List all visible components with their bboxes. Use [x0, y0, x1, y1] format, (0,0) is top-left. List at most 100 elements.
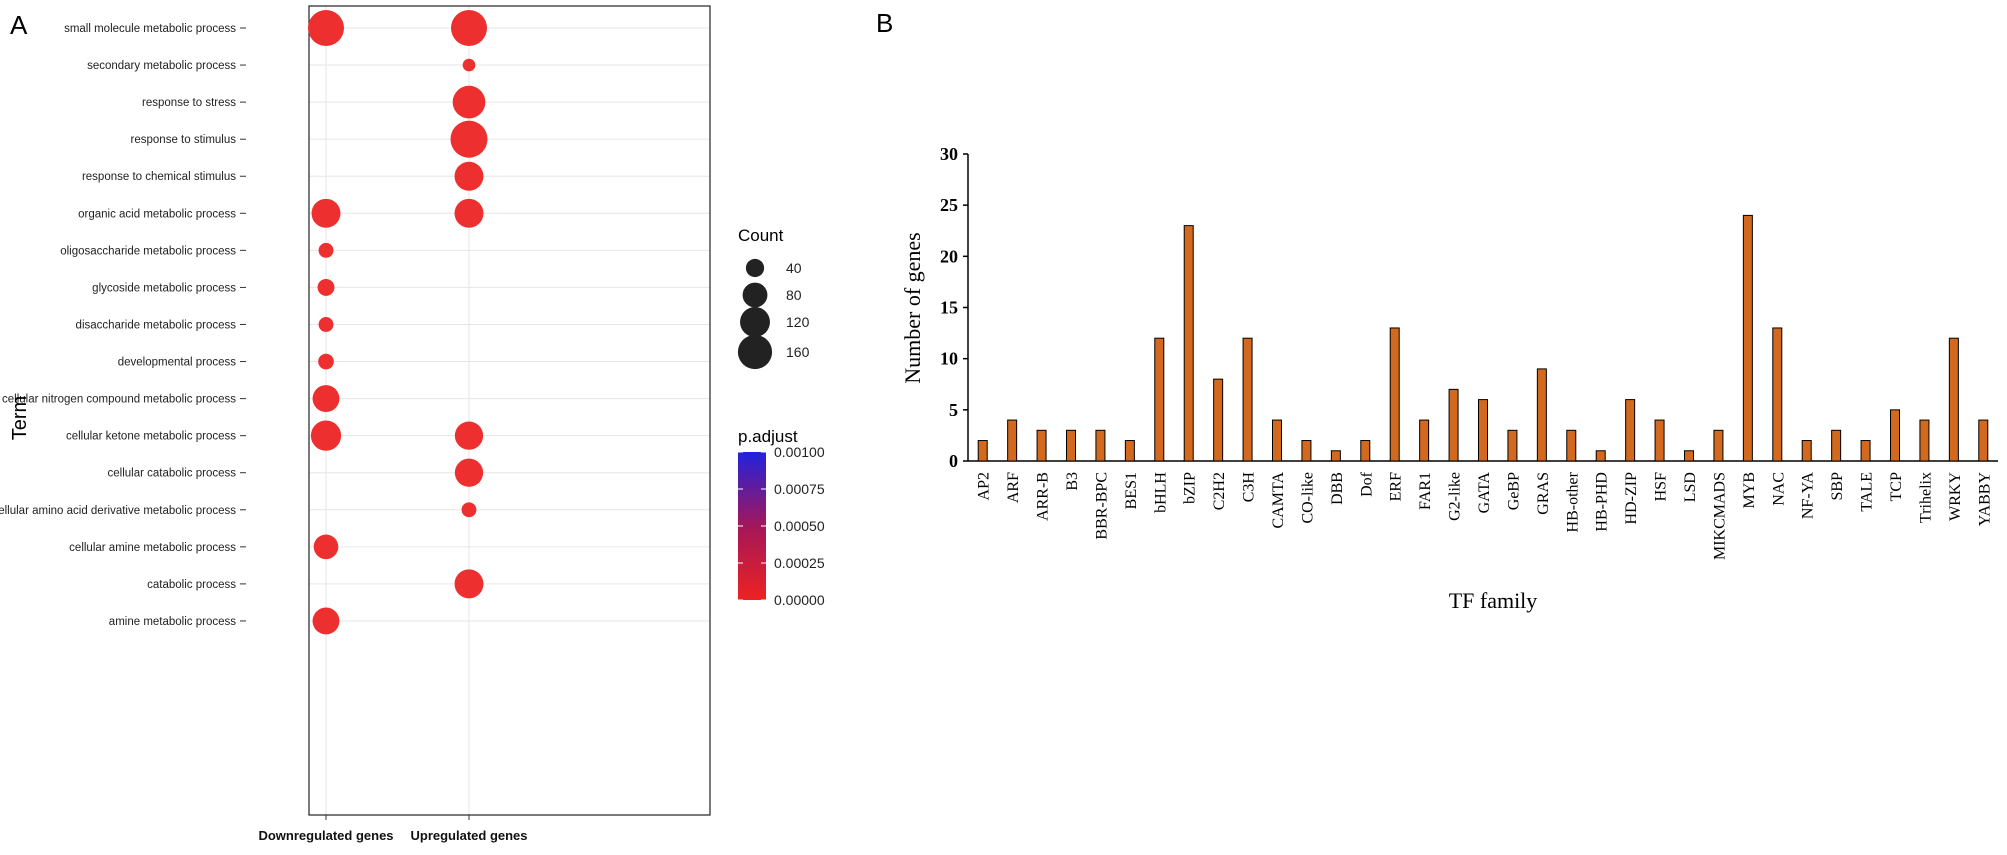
- bar-wrky: [1948, 337, 1959, 462]
- y-tick-label-30: 30: [940, 144, 958, 164]
- point-downregulated-genes-small-molecule-metabolic-process: [308, 10, 344, 46]
- x-tick-label-mikcmads: MIKCMADS: [1711, 472, 1728, 560]
- panel-b-y-axis-title: Number of genes: [900, 232, 925, 384]
- term-label-disaccharide-metabolic-process: disaccharide metabolic process: [76, 319, 237, 331]
- term-label-glycoside-metabolic-process: glycoside metabolic process: [92, 282, 236, 294]
- bar-co-like: [1301, 440, 1312, 462]
- point-upregulated-genes-organic-acid-metabolic-process: [454, 198, 484, 228]
- x-tick-label-sbp: SBP: [1829, 472, 1846, 501]
- panel-a-x-labels: Downregulated genes Upregulated genes: [258, 815, 528, 843]
- point-downregulated-genes-cellular-ketone-metabolic-process: [310, 420, 342, 451]
- bar-bzip: [1183, 225, 1194, 462]
- count-legend-label-40: 40: [786, 260, 802, 276]
- y-tick-label-25: 25: [940, 195, 958, 215]
- x-tick-label-hd-zip: HD-ZIP: [1623, 472, 1640, 525]
- point-upregulated-genes-response-to-stress: [452, 85, 486, 119]
- count-legend-dot-40: [745, 258, 765, 278]
- point-upregulated-genes-cellular-catabolic-process: [454, 458, 484, 487]
- term-label-cellular-nitrogen-compound-metabolic-process: cellular nitrogen compound metabolic pro…: [2, 394, 236, 406]
- term-label-cellular-ketone-metabolic-process: cellular ketone metabolic process: [66, 431, 236, 443]
- x-tick-label-c2h2: C2H2: [1211, 472, 1228, 510]
- x-tick-label-erf: ERF: [1388, 472, 1405, 501]
- x-tick-label-yabby: YABBY: [1976, 472, 1993, 527]
- count-legend-label-80: 80: [786, 287, 802, 303]
- panel-b-bars: [977, 214, 1989, 462]
- bar-trihelix: [1919, 419, 1930, 462]
- bar-lsd: [1684, 450, 1694, 462]
- x-tick-label-wrky: WRKY: [1947, 472, 1964, 521]
- x-tick-label-dbb: DBB: [1329, 472, 1346, 505]
- bar-sbp: [1831, 429, 1842, 462]
- x-tick-label-arr-b: ARR-B: [1035, 472, 1052, 521]
- point-downregulated-genes-cellular-amine-metabolic-process: [313, 534, 339, 560]
- count-legend-dot-160: [737, 334, 773, 370]
- bar-mikcmads: [1713, 429, 1724, 462]
- term-label-small-molecule-metabolic-process: small molecule metabolic process: [64, 23, 236, 35]
- term-label-response-to-chemical-stimulus: response to chemical stimulus: [82, 171, 236, 183]
- p-adjust-legend-title: p.adjust: [738, 427, 798, 446]
- bar-far1: [1419, 419, 1430, 462]
- count-legend-dot-80: [742, 282, 768, 308]
- bar-arr-b: [1036, 429, 1047, 462]
- point-downregulated-genes-cellular-nitrogen-compound-metabolic-process: [312, 385, 340, 413]
- term-label-amine-metabolic-process: amine metabolic process: [109, 616, 236, 628]
- x-tick-label-hb-phd: HB-PHD: [1594, 472, 1611, 532]
- bar-b3: [1066, 429, 1076, 462]
- p-adjust-tick-label-3: 0.00025: [774, 555, 825, 571]
- x-tick-label-camta: CAMTA: [1270, 472, 1287, 529]
- bar-tcp: [1890, 409, 1900, 462]
- x-label-downregulated-genes: Downregulated genes: [258, 828, 393, 843]
- count-legend-label-160: 160: [786, 344, 810, 360]
- x-tick-label-ap2: AP2: [976, 472, 993, 500]
- x-tick-label-myb: MYB: [1741, 472, 1758, 508]
- panel-a-term-labels: small molecule metabolic process secondar…: [0, 23, 246, 628]
- x-tick-label-bzip: bZIP: [1182, 472, 1199, 504]
- bar-erf: [1389, 327, 1400, 462]
- panel-b-bar-chart: 0 5 10 15 20 25 30 AP2 ARF ARR-B B3 BBR-BPC BES1 bHL…: [900, 144, 1998, 613]
- point-upregulated-genes-cellular-ketone-metabolic-process: [454, 421, 484, 450]
- term-label-cellular-amino-acid-derivative-metabolic-process: cellular amino acid derivative metabolic…: [0, 505, 236, 517]
- point-upregulated-genes-catabolic-process: [454, 569, 484, 599]
- x-tick-label-tcp: TCP: [1888, 472, 1905, 501]
- p-adjust-tick-label-0: 0.00100: [774, 444, 825, 460]
- point-upregulated-genes-response-to-chemical-stimulus: [454, 161, 484, 191]
- bar-gebp: [1507, 429, 1518, 462]
- bar-hb-other: [1566, 429, 1577, 462]
- x-tick-label-gebp: GeBP: [1505, 472, 1522, 510]
- bar-hd-zip: [1625, 399, 1636, 462]
- panel-b-x-axis-title: TF family: [1449, 588, 1538, 613]
- point-downregulated-genes-developmental-process: [318, 353, 334, 370]
- x-tick-label-tale: TALE: [1859, 472, 1876, 512]
- x-tick-label-hb-other: HB-other: [1564, 471, 1581, 532]
- bar-yabby: [1978, 419, 1989, 462]
- bar-hb-phd: [1595, 450, 1606, 462]
- bar-camta: [1272, 419, 1282, 462]
- x-tick-label-bes1: BES1: [1123, 472, 1140, 509]
- point-upregulated-genes-cellular-amino-acid-derivative-metabolic-process: [461, 502, 477, 518]
- bar-bes1: [1124, 440, 1135, 462]
- term-label-organic-acid-metabolic-process: organic acid metabolic process: [78, 208, 236, 220]
- x-tick-label-b3: B3: [1064, 472, 1081, 491]
- x-tick-label-far1: FAR1: [1417, 472, 1434, 510]
- bar-tale: [1860, 440, 1871, 462]
- panel-a-points: [308, 10, 488, 635]
- term-label-oligosaccharide-metabolic-process: oligosaccharide metabolic process: [60, 245, 236, 257]
- bar-gata: [1478, 399, 1488, 462]
- x-tick-label-dof: Dof: [1358, 471, 1375, 497]
- y-tick-label-5: 5: [949, 400, 958, 420]
- term-label-response-to-stress: response to stress: [142, 97, 236, 109]
- point-upregulated-genes-response-to-stimulus: [450, 120, 488, 158]
- panel-a-gridlines: [309, 6, 710, 815]
- bar-ap2: [977, 440, 988, 462]
- bar-c3h: [1242, 337, 1253, 462]
- panel-b-label: B: [876, 8, 893, 38]
- panel-a-plot-frame: [308, 5, 711, 816]
- count-legend-dot-120: [740, 307, 770, 337]
- term-label-cellular-catabolic-process: cellular catabolic process: [108, 468, 237, 480]
- point-upregulated-genes-secondary-metabolic-process: [462, 58, 476, 72]
- bar-nf-ya: [1801, 440, 1812, 462]
- bar-nac: [1772, 327, 1783, 462]
- bar-hsf: [1654, 419, 1665, 462]
- x-tick-label-hsf: HSF: [1653, 472, 1670, 501]
